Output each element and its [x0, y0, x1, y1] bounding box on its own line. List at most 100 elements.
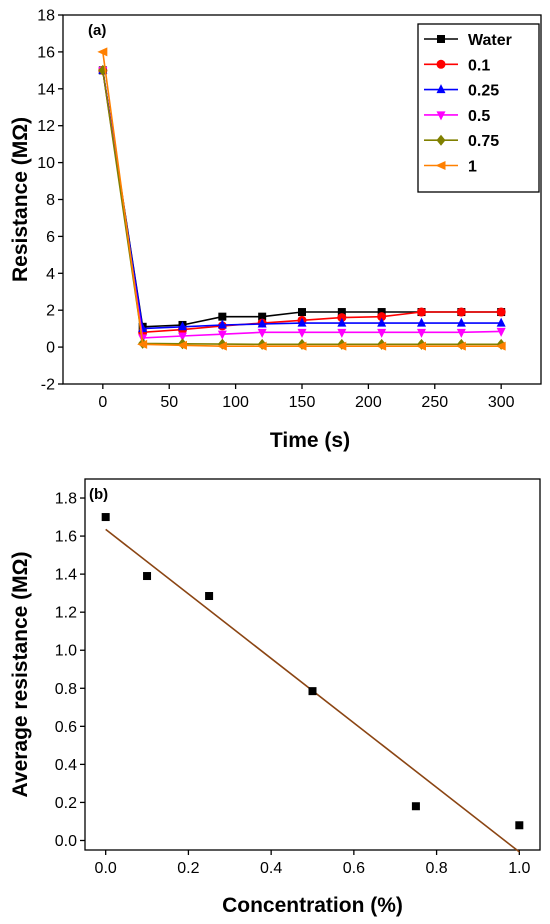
- legend-entry: 1: [424, 159, 477, 176]
- data-point: [416, 341, 426, 351]
- legend-marker: [436, 134, 446, 146]
- data-point: [495, 341, 506, 351]
- y-tick-label: 1.6: [55, 529, 77, 546]
- x-tick-label: 0.6: [343, 860, 365, 877]
- x-tick-label: 100: [222, 394, 249, 411]
- series-3: [98, 66, 506, 344]
- data-point: [101, 513, 110, 522]
- data-point: [496, 317, 506, 327]
- data-point: [377, 328, 387, 338]
- legend-label: 0.5: [468, 108, 490, 125]
- data-point: [297, 317, 307, 327]
- data-point: [216, 341, 227, 351]
- y-tick-label: 12: [37, 118, 55, 135]
- data-point: [205, 592, 214, 601]
- legend-label: 0.75: [468, 133, 499, 150]
- legend-label: Water: [468, 32, 512, 49]
- y-tick-label: -2: [41, 377, 55, 394]
- y-tick-label: 8: [46, 192, 55, 209]
- data-point: [137, 339, 148, 349]
- y-tick-label: 0.6: [55, 719, 77, 736]
- y-tick-label: 0.4: [55, 757, 77, 774]
- x-tick-label: 0.8: [425, 860, 447, 877]
- plot-frame: [84, 478, 541, 851]
- legend-box: [417, 23, 540, 193]
- y-tick-label: 2: [46, 303, 55, 320]
- data-point: [296, 341, 307, 351]
- y-tick-label: 0.2: [55, 795, 77, 812]
- data-point: [218, 312, 227, 321]
- data-point: [455, 341, 466, 351]
- y-tick-label: 0.0: [55, 833, 77, 850]
- data-point: [417, 307, 426, 317]
- x-tick-label: 1.0: [508, 860, 530, 877]
- legend-label: 1: [468, 159, 477, 176]
- data-point: [177, 340, 187, 350]
- y-tick-label: 6: [46, 229, 55, 246]
- y-tick-label: 1.8: [55, 491, 77, 508]
- legend-entry: 0.75: [424, 133, 499, 150]
- legend-marker: [436, 84, 446, 94]
- x-tick-label: 0.2: [177, 860, 199, 877]
- legend-label: 0.1: [468, 57, 490, 74]
- y-tick-label: 1.4: [55, 567, 77, 584]
- data-point: [456, 328, 466, 338]
- data-point: [496, 307, 506, 317]
- data-point: [178, 332, 187, 342]
- data-point: [143, 572, 152, 581]
- legend-label: 0.25: [468, 83, 499, 100]
- data-point: [298, 308, 306, 317]
- data-point: [377, 312, 387, 322]
- data-point: [456, 307, 466, 317]
- x-tick-label: 250: [421, 394, 448, 411]
- y-tick-label: 1.2: [55, 605, 77, 622]
- legend-entry: 0.1: [424, 57, 490, 74]
- y-tick-label: 14: [37, 81, 55, 98]
- series-5: [97, 47, 506, 351]
- legend-entry: 0.5: [424, 108, 490, 125]
- legend: Water 0.1 0.25 0.5 0.75 1: [417, 23, 540, 193]
- data-point: [257, 318, 267, 328]
- x-tick-label: 200: [355, 394, 382, 411]
- y-tick-label: 0: [46, 340, 55, 357]
- y-tick-label: 18: [37, 8, 55, 25]
- y-tick-label: 1.0: [55, 643, 77, 660]
- legend-entry: 0.25: [424, 83, 499, 100]
- data-point: [258, 312, 267, 321]
- data-point: [417, 317, 426, 327]
- data-point: [377, 308, 386, 317]
- legend-marker: [435, 161, 446, 170]
- chart-panel-a: 0 50 100 150 200 250 300 -2 0 2 4 6 8 10 12 14 16 18 (a) Ti…: [9, 8, 542, 452]
- y-tick-label: 10: [37, 155, 55, 172]
- data-point: [178, 321, 187, 331]
- y-tick-label: 4: [46, 266, 55, 283]
- data-point: [377, 317, 387, 327]
- legend-entry: Water: [424, 32, 512, 49]
- y-axis-title: Resistance (MΩ): [9, 117, 32, 282]
- panel-label-a: (a): [88, 22, 106, 39]
- data-point: [297, 328, 307, 338]
- y-tick-label: 0.8: [55, 681, 77, 698]
- data-point: [337, 328, 347, 338]
- x-tick-label: 0: [98, 394, 107, 411]
- data-point: [97, 47, 108, 57]
- y-tick-label: 16: [37, 44, 55, 61]
- data-point: [217, 319, 227, 329]
- panel-label-b: (b): [89, 486, 108, 503]
- data-point: [256, 341, 267, 351]
- data-point: [376, 341, 387, 351]
- legend-marker: [437, 35, 445, 43]
- x-tick-label: 0.4: [260, 860, 282, 877]
- data-point: [456, 317, 466, 327]
- legend-marker: [436, 59, 446, 69]
- data-point: [257, 328, 267, 338]
- data-point: [336, 341, 347, 351]
- x-tick-label: 300: [488, 394, 515, 411]
- data-point: [417, 328, 426, 338]
- data-point: [496, 327, 506, 337]
- x-tick-label: 50: [160, 394, 178, 411]
- x-axis-title: Time (s): [270, 429, 350, 452]
- data-point: [337, 313, 347, 323]
- x-axis-title: Concentration (%): [222, 894, 403, 917]
